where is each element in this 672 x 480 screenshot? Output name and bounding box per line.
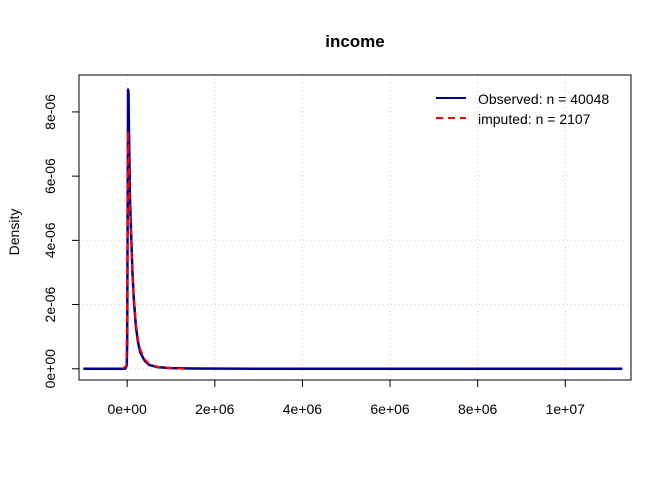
legend: Observed: n = 40048 imputed: n = 2107 [436, 91, 609, 127]
x-tick-label: 2e+06 [195, 401, 235, 417]
series-lines [83, 88, 623, 371]
x-axis: 0e+00 2e+06 4e+06 6e+06 8e+06 1e+07 [108, 379, 586, 417]
series-line-observed [83, 88, 623, 371]
y-tick-label: 2e-06 [42, 286, 58, 322]
x-tick-label: 4e+06 [283, 401, 323, 417]
y-tick-label: 6e-06 [42, 158, 58, 194]
series-line-imputed [122, 130, 185, 370]
x-tick-label: 6e+06 [370, 401, 410, 417]
y-axis: 0e+00 2e-06 4e-06 6e-06 8e-06 [42, 94, 80, 389]
legend-label-observed: Observed: n = 40048 [478, 91, 609, 107]
y-tick-label: 0e+00 [42, 349, 58, 389]
x-tick-label: 1e+07 [546, 401, 586, 417]
chart-title: income [325, 32, 385, 51]
y-tick-label: 4e-06 [42, 222, 58, 258]
x-tick-label: 8e+06 [458, 401, 498, 417]
x-tick-label: 0e+00 [108, 401, 148, 417]
y-axis-label: Density [6, 209, 22, 256]
legend-label-imputed: imputed: n = 2107 [478, 111, 591, 127]
y-tick-label: 8e-06 [42, 94, 58, 130]
